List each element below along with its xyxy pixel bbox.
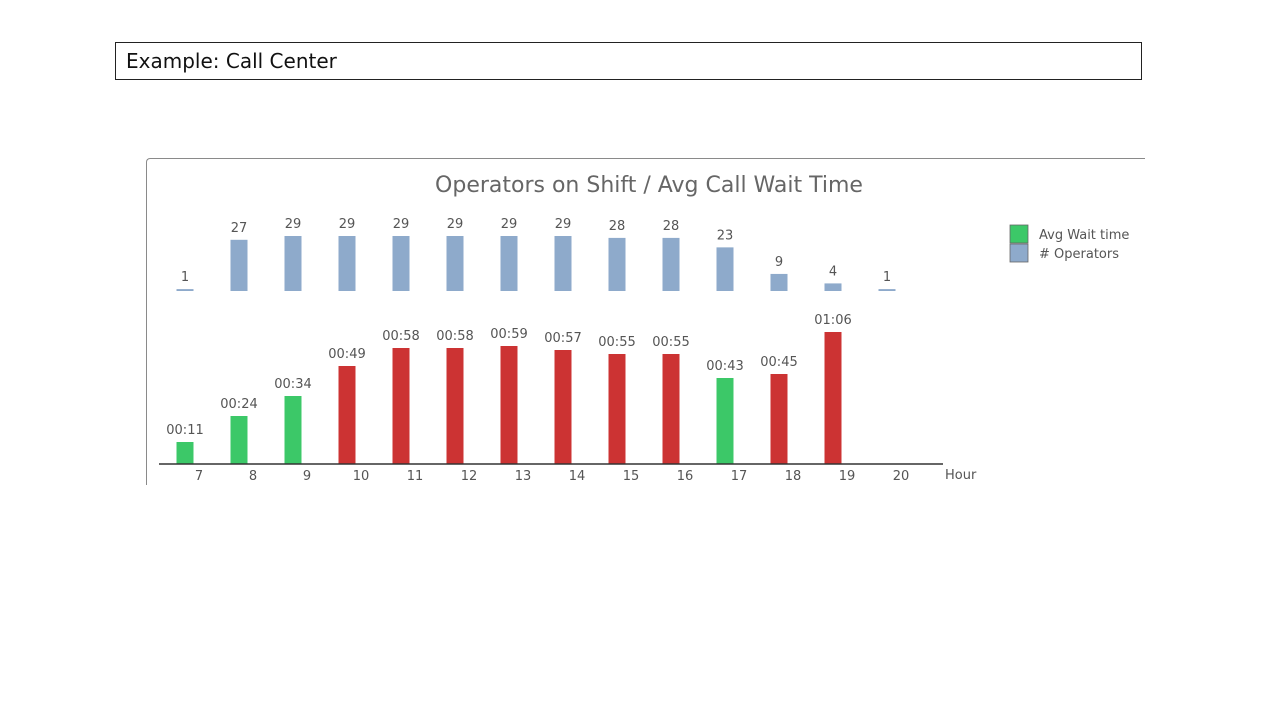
operators-bar xyxy=(554,236,572,291)
wait-time-bar xyxy=(554,350,572,464)
wait-time-data-label: 00:24 xyxy=(220,397,257,412)
wait-time-bar xyxy=(770,374,788,464)
operators-bar xyxy=(770,273,788,291)
wait-time-data-label: 00:57 xyxy=(544,331,581,346)
x-tick-label: 20 xyxy=(893,469,910,484)
wait-time-data-label: 01:06 xyxy=(814,313,851,328)
wait-time-bar xyxy=(662,354,680,464)
x-tick-label: 9 xyxy=(303,469,311,484)
x-tick-label: 17 xyxy=(731,469,748,484)
x-tick-label: 18 xyxy=(785,469,802,484)
operator-bars: 1 27 29 29 29 29 29 29 28 28 23 9 4 1 xyxy=(176,217,896,291)
wait-time-data-label: 00:55 xyxy=(652,335,689,350)
operators-data-label: 29 xyxy=(393,217,410,232)
x-tick-label: 14 xyxy=(569,469,586,484)
wait-time-bar xyxy=(824,332,842,464)
operators-data-label: 29 xyxy=(285,217,302,232)
x-tick-label: 19 xyxy=(839,469,856,484)
operators-data-label: 1 xyxy=(883,270,891,285)
operators-bar xyxy=(230,239,248,291)
operators-data-label: 1 xyxy=(181,270,189,285)
legend-swatch-operators xyxy=(1009,243,1029,263)
chart-title: Operators on Shift / Avg Call Wait Time xyxy=(435,173,863,198)
legend-swatch-wait xyxy=(1009,224,1029,244)
wait-time-data-label: 00:43 xyxy=(706,359,743,374)
wait-time-bar xyxy=(446,348,464,464)
x-axis-label: Hour xyxy=(945,468,977,483)
operators-data-label: 23 xyxy=(717,228,734,243)
wait-time-bar xyxy=(608,354,626,464)
x-tick-label: 10 xyxy=(353,469,370,484)
chart-frame: Operators on Shift / Avg Call Wait Time … xyxy=(146,158,1145,485)
wait-time-bar xyxy=(230,416,248,464)
operators-data-label: 29 xyxy=(447,217,464,232)
operators-data-label: 29 xyxy=(339,217,356,232)
operators-bar xyxy=(500,236,518,291)
x-tick-label: 11 xyxy=(407,469,424,484)
slide-title: Example: Call Center xyxy=(126,49,337,73)
operators-data-label: 29 xyxy=(555,217,572,232)
x-tick-label: 8 xyxy=(249,469,257,484)
operators-bar xyxy=(878,289,896,291)
wait-time-data-label: 00:59 xyxy=(490,327,527,342)
operators-data-label: 9 xyxy=(775,255,783,270)
x-tick-label: 15 xyxy=(623,469,640,484)
wait-time-data-label: 00:49 xyxy=(328,347,365,362)
wait-bars: 00:11 00:24 00:34 00:49 00:58 00:58 00:59 00:57… xyxy=(166,313,852,464)
wait-time-data-label: 00:11 xyxy=(166,423,203,438)
operators-data-label: 27 xyxy=(231,221,248,236)
wait-time-bar xyxy=(284,396,302,464)
x-tick-label: 13 xyxy=(515,469,532,484)
operators-bar xyxy=(446,236,464,291)
wait-time-bar xyxy=(392,348,410,464)
operators-bar xyxy=(284,236,302,291)
wait-time-data-label: 00:34 xyxy=(274,377,311,392)
operators-bar xyxy=(716,247,734,291)
legend-label-operators: # Operators xyxy=(1039,247,1119,262)
legend: Avg Wait time # Operators xyxy=(1009,224,1129,263)
legend-label-wait: Avg Wait time xyxy=(1039,228,1129,243)
operators-bar xyxy=(824,283,842,291)
operators-bar xyxy=(338,236,356,291)
wait-time-data-label: 00:58 xyxy=(436,329,473,344)
operators-bar xyxy=(392,236,410,291)
wait-time-bar xyxy=(338,366,356,464)
operators-data-label: 4 xyxy=(829,264,837,279)
chart-svg: Operators on Shift / Avg Call Wait Time … xyxy=(159,173,1129,484)
operators-data-label: 28 xyxy=(663,219,680,234)
wait-time-bar xyxy=(716,378,734,464)
wait-time-bar xyxy=(176,442,194,464)
operators-bar xyxy=(662,237,680,291)
x-tick-label: 12 xyxy=(461,469,478,484)
wait-time-data-label: 00:55 xyxy=(598,335,635,350)
x-tick-label: 16 xyxy=(677,469,694,484)
operators-data-label: 28 xyxy=(609,219,626,234)
wait-time-data-label: 00:45 xyxy=(760,355,797,370)
operators-bar xyxy=(608,237,626,291)
x-tick-label: 7 xyxy=(195,469,203,484)
slide-title-box: Example: Call Center xyxy=(115,42,1142,80)
operators-bar xyxy=(176,289,194,291)
wait-time-data-label: 00:58 xyxy=(382,329,419,344)
operators-data-label: 29 xyxy=(501,217,518,232)
wait-time-bar xyxy=(500,346,518,464)
x-axis: Hour 7 8 9 10 11 12 13 14 15 16 17 18 19 20 xyxy=(159,463,977,484)
